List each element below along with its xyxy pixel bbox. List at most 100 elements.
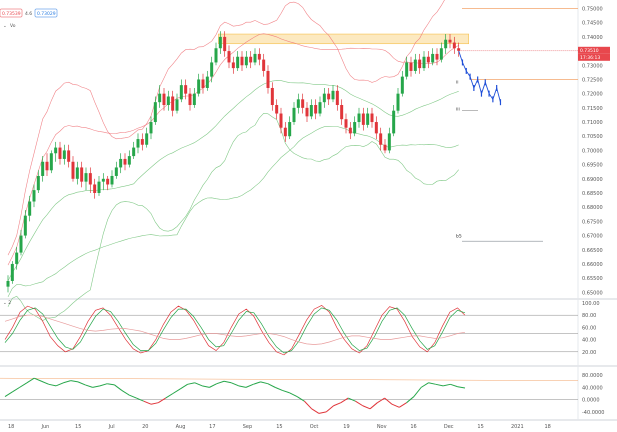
candle-body[interactable] (292, 107, 296, 123)
candle-body[interactable] (413, 59, 417, 71)
candle-body[interactable] (80, 167, 84, 182)
candle-body[interactable] (327, 93, 331, 100)
candle-body[interactable] (149, 122, 153, 134)
price-tag[interactable] (578, 53, 610, 61)
candle-body[interactable] (171, 96, 175, 111)
candle-body[interactable] (374, 122, 378, 134)
candle-body[interactable] (223, 36, 227, 52)
candle-body[interactable] (184, 85, 188, 94)
candle-body[interactable] (392, 110, 396, 134)
candle-body[interactable] (75, 167, 79, 179)
candle-body[interactable] (110, 175, 114, 185)
candle-body[interactable] (231, 62, 235, 69)
candle-body[interactable] (240, 56, 244, 66)
candle-body[interactable] (314, 105, 318, 114)
candle-body[interactable] (214, 48, 218, 63)
candle-body[interactable] (283, 127, 287, 137)
candle-body[interactable] (301, 99, 305, 108)
candle-body[interactable] (305, 107, 309, 117)
candle-body[interactable] (119, 158, 123, 168)
badge-price-blue[interactable] (34, 8, 58, 18)
candle-body[interactable] (45, 161, 49, 171)
time-axis[interactable]: 18 Jun 15 Jul 20 Aug 17 Sep 15 Oct 19 Nov 16 Dec 15 202… (8, 424, 551, 430)
candle-body[interactable] (331, 90, 335, 100)
candle-body[interactable] (244, 56, 248, 66)
candle-body[interactable] (335, 90, 339, 106)
candle-body[interactable] (140, 139, 144, 145)
candle-body[interactable] (201, 79, 205, 88)
candle-body[interactable] (132, 147, 136, 157)
candle-body[interactable] (197, 79, 201, 94)
candle-body[interactable] (158, 93, 162, 103)
candle-body[interactable] (32, 190, 36, 202)
candle-body[interactable] (179, 85, 183, 100)
candle-body[interactable] (188, 93, 192, 106)
candle-body[interactable] (123, 158, 127, 165)
candle-body[interactable] (88, 173, 92, 185)
candle-body[interactable] (266, 70, 270, 88)
candle-body[interactable] (49, 153, 53, 171)
candle-body[interactable] (41, 161, 45, 176)
momentum-pane[interactable]: 80.0000 40.0000 0.0000 -40.0000 (0, 373, 604, 416)
candle-body[interactable] (452, 42, 456, 49)
candle-body[interactable] (71, 161, 75, 179)
candle-body[interactable] (62, 150, 66, 159)
candle-body[interactable] (36, 175, 40, 191)
badge-price-red[interactable] (0, 8, 23, 18)
candle-body[interactable] (15, 252, 19, 264)
candle-body[interactable] (162, 93, 166, 106)
candle-body[interactable] (396, 93, 400, 111)
candle-body[interactable] (192, 93, 196, 106)
candle-body[interactable] (318, 102, 322, 114)
candle-body[interactable] (236, 56, 240, 69)
candle-body[interactable] (275, 105, 279, 114)
candle-body[interactable] (426, 56, 430, 63)
candle-body[interactable] (253, 53, 257, 63)
candle-body[interactable] (387, 133, 391, 151)
candle-body[interactable] (431, 53, 435, 63)
candle-body[interactable] (435, 53, 439, 60)
candle-body[interactable] (444, 39, 448, 49)
stochastic-pane[interactable]: 100.00 80.00 60.00 40.00 20.00 (0, 301, 600, 356)
candle-body[interactable] (322, 93, 326, 103)
candle-body[interactable] (422, 56, 426, 69)
candle-body[interactable] (340, 105, 344, 120)
candle-body[interactable] (84, 173, 88, 182)
price-tag[interactable] (578, 46, 610, 54)
candle-body[interactable] (58, 147, 62, 159)
candle-body[interactable] (10, 263, 14, 281)
candle-body[interactable] (205, 76, 209, 88)
candle-body[interactable] (439, 48, 443, 60)
candle-body[interactable] (344, 119, 348, 128)
collapse-pane-icon[interactable]: ⌄ 2 (3, 300, 11, 306)
candle-body[interactable] (262, 59, 266, 71)
candle-body[interactable] (400, 76, 404, 94)
candle-body[interactable] (153, 102, 157, 123)
candle-body[interactable] (418, 59, 422, 69)
candle-body[interactable] (361, 113, 365, 125)
candle-body[interactable] (114, 167, 118, 176)
candle-body[interactable] (405, 62, 409, 77)
candle-body[interactable] (145, 133, 149, 145)
candle-body[interactable] (353, 122, 357, 134)
candle-body[interactable] (19, 235, 23, 253)
candle-body[interactable] (279, 113, 283, 128)
candle-body[interactable] (257, 53, 261, 60)
candle-body[interactable] (383, 144, 387, 151)
candle-body[interactable] (101, 178, 105, 182)
chevron-down-icon[interactable]: ⌄ (3, 24, 7, 29)
candle-body[interactable] (309, 105, 313, 117)
candle-body[interactable] (409, 62, 413, 71)
candle-body[interactable] (366, 113, 370, 125)
main-price-pane[interactable]: 0.750000.745000.740000.735000.730000.725… (6, 0, 611, 321)
candle-body[interactable] (54, 147, 58, 154)
supply-zone-rectangle[interactable] (218, 33, 469, 45)
candle-body[interactable] (127, 156, 131, 165)
candle-body[interactable] (93, 184, 97, 193)
candle-body[interactable] (67, 150, 71, 162)
candle-body[interactable] (175, 99, 179, 111)
candle-body[interactable] (28, 201, 32, 216)
candle-body[interactable] (106, 178, 110, 185)
candle-body[interactable] (457, 48, 461, 51)
candle-body[interactable] (296, 99, 300, 108)
